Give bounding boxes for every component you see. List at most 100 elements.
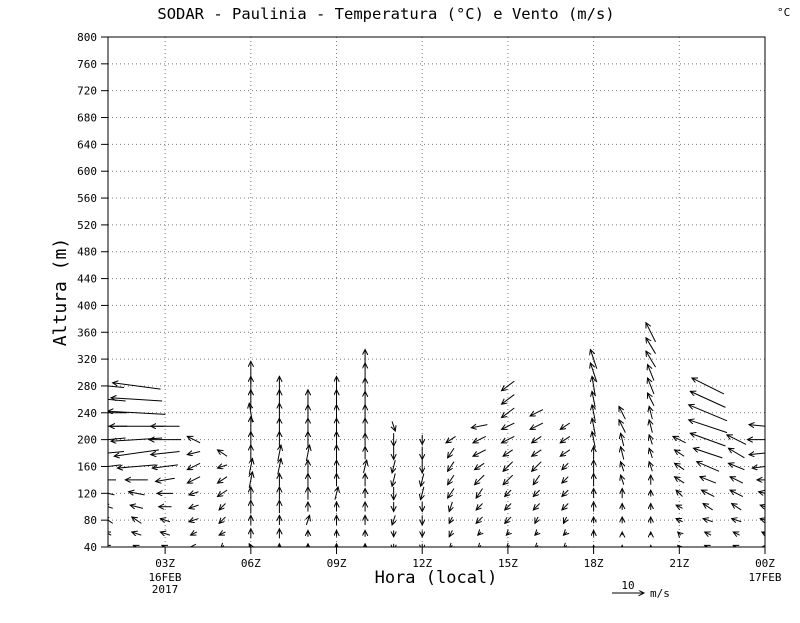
wind-vector bbox=[133, 545, 139, 547]
wind-vector bbox=[532, 436, 542, 442]
wind-vector bbox=[108, 398, 126, 402]
wind-vector bbox=[217, 489, 228, 496]
x-tick-label: 15Z bbox=[498, 557, 518, 570]
x-tick-label: 21Z bbox=[669, 557, 689, 570]
y-tick-label: 320 bbox=[77, 353, 97, 366]
wind-vector bbox=[449, 516, 452, 523]
wind-vector bbox=[705, 532, 712, 535]
y-tick-label: 80 bbox=[84, 514, 97, 527]
wind-vector bbox=[475, 462, 485, 469]
wind-vector bbox=[130, 505, 144, 508]
wind-vector bbox=[502, 435, 515, 442]
wind-vector bbox=[535, 545, 538, 547]
wind-vector bbox=[532, 449, 542, 456]
wind-vector bbox=[703, 519, 713, 522]
wind-vector bbox=[219, 503, 226, 510]
wind-vector bbox=[592, 405, 595, 421]
wind-vector bbox=[730, 477, 744, 484]
wind-vector bbox=[505, 503, 512, 510]
y-tick-label: 360 bbox=[77, 326, 97, 339]
wind-vector bbox=[676, 505, 683, 508]
wind-vector bbox=[449, 501, 452, 512]
wind-vector bbox=[562, 462, 569, 469]
wind-vector bbox=[728, 463, 745, 471]
wind-vector bbox=[562, 503, 569, 510]
wind-vector bbox=[476, 503, 483, 510]
wind-vector bbox=[621, 475, 624, 485]
y-tick-label: 760 bbox=[77, 58, 97, 71]
wind-vector bbox=[448, 488, 455, 499]
wind-vector bbox=[363, 460, 366, 473]
start-date-label: 16FEB bbox=[148, 571, 181, 584]
wind-vector bbox=[189, 492, 199, 495]
plot-border bbox=[107, 36, 766, 548]
wind-vector bbox=[562, 476, 569, 483]
wind-vector bbox=[752, 465, 765, 468]
y-tick-label: 40 bbox=[84, 541, 97, 554]
y-tick-label: 600 bbox=[77, 165, 97, 178]
wind-vector bbox=[760, 505, 765, 508]
wind-vector bbox=[689, 405, 728, 422]
wind-vector bbox=[421, 473, 424, 486]
wind-vector bbox=[219, 516, 226, 523]
wind-vector bbox=[506, 532, 509, 535]
wind-vector bbox=[562, 489, 569, 496]
wind-vector bbox=[503, 449, 513, 456]
wind-vector bbox=[113, 383, 161, 390]
wind-vector bbox=[421, 486, 424, 500]
y-tick-label: 440 bbox=[77, 273, 97, 286]
start-year-label: 2017 bbox=[152, 583, 179, 596]
wind-vector bbox=[503, 474, 514, 485]
wind-vector bbox=[392, 421, 395, 431]
wind-vector bbox=[392, 515, 395, 525]
wind-vector bbox=[502, 422, 515, 429]
wind-vector bbox=[590, 350, 598, 369]
wind-vector bbox=[449, 545, 452, 547]
wind-vector bbox=[676, 490, 683, 497]
wind-vector bbox=[563, 532, 566, 535]
y-tick-label: 480 bbox=[77, 246, 97, 259]
wind-vector bbox=[476, 516, 483, 523]
wind-vector bbox=[108, 437, 126, 441]
wind-vector bbox=[535, 516, 538, 523]
wind-vector bbox=[648, 365, 655, 381]
y-tick-label: 720 bbox=[77, 85, 97, 98]
wind-vector bbox=[190, 532, 198, 535]
temp-units-label: °C bbox=[777, 6, 790, 19]
wind-vector bbox=[728, 448, 745, 459]
wind-vector bbox=[392, 473, 395, 486]
wind-vector bbox=[646, 351, 656, 368]
wind-vector bbox=[621, 433, 624, 447]
wind-vector bbox=[162, 545, 168, 547]
wind-vector bbox=[306, 515, 309, 526]
wind-vector bbox=[621, 462, 624, 472]
wind-vector bbox=[446, 436, 456, 442]
wind-vector bbox=[619, 420, 626, 433]
wind-vector bbox=[502, 380, 515, 391]
x-tick-label: 03Z bbox=[155, 557, 175, 570]
wind-vector bbox=[690, 391, 726, 408]
wind-vector bbox=[592, 432, 595, 448]
wind-vector bbox=[732, 504, 742, 511]
wind-vector bbox=[187, 476, 201, 483]
reference-vector-unit: m/s bbox=[650, 587, 670, 600]
wind-vector bbox=[132, 532, 142, 535]
wind-vector bbox=[111, 398, 163, 402]
wind-vector bbox=[217, 465, 228, 468]
wind-vector bbox=[448, 461, 455, 472]
wind-vector bbox=[560, 449, 571, 456]
wind-vector bbox=[535, 532, 538, 535]
wind-vector bbox=[560, 436, 571, 442]
wind-vector bbox=[392, 459, 395, 473]
wind-vector bbox=[592, 418, 595, 435]
wind-vector bbox=[478, 545, 481, 547]
wind-vector bbox=[705, 545, 711, 547]
wind-vector bbox=[505, 489, 512, 496]
wind-vector bbox=[502, 394, 515, 405]
wind-vector bbox=[473, 449, 486, 456]
wind-vector bbox=[749, 451, 765, 454]
wind-vector bbox=[187, 436, 201, 444]
reference-vector-legend: 10 m/s bbox=[612, 579, 670, 600]
wind-vector bbox=[530, 422, 544, 429]
